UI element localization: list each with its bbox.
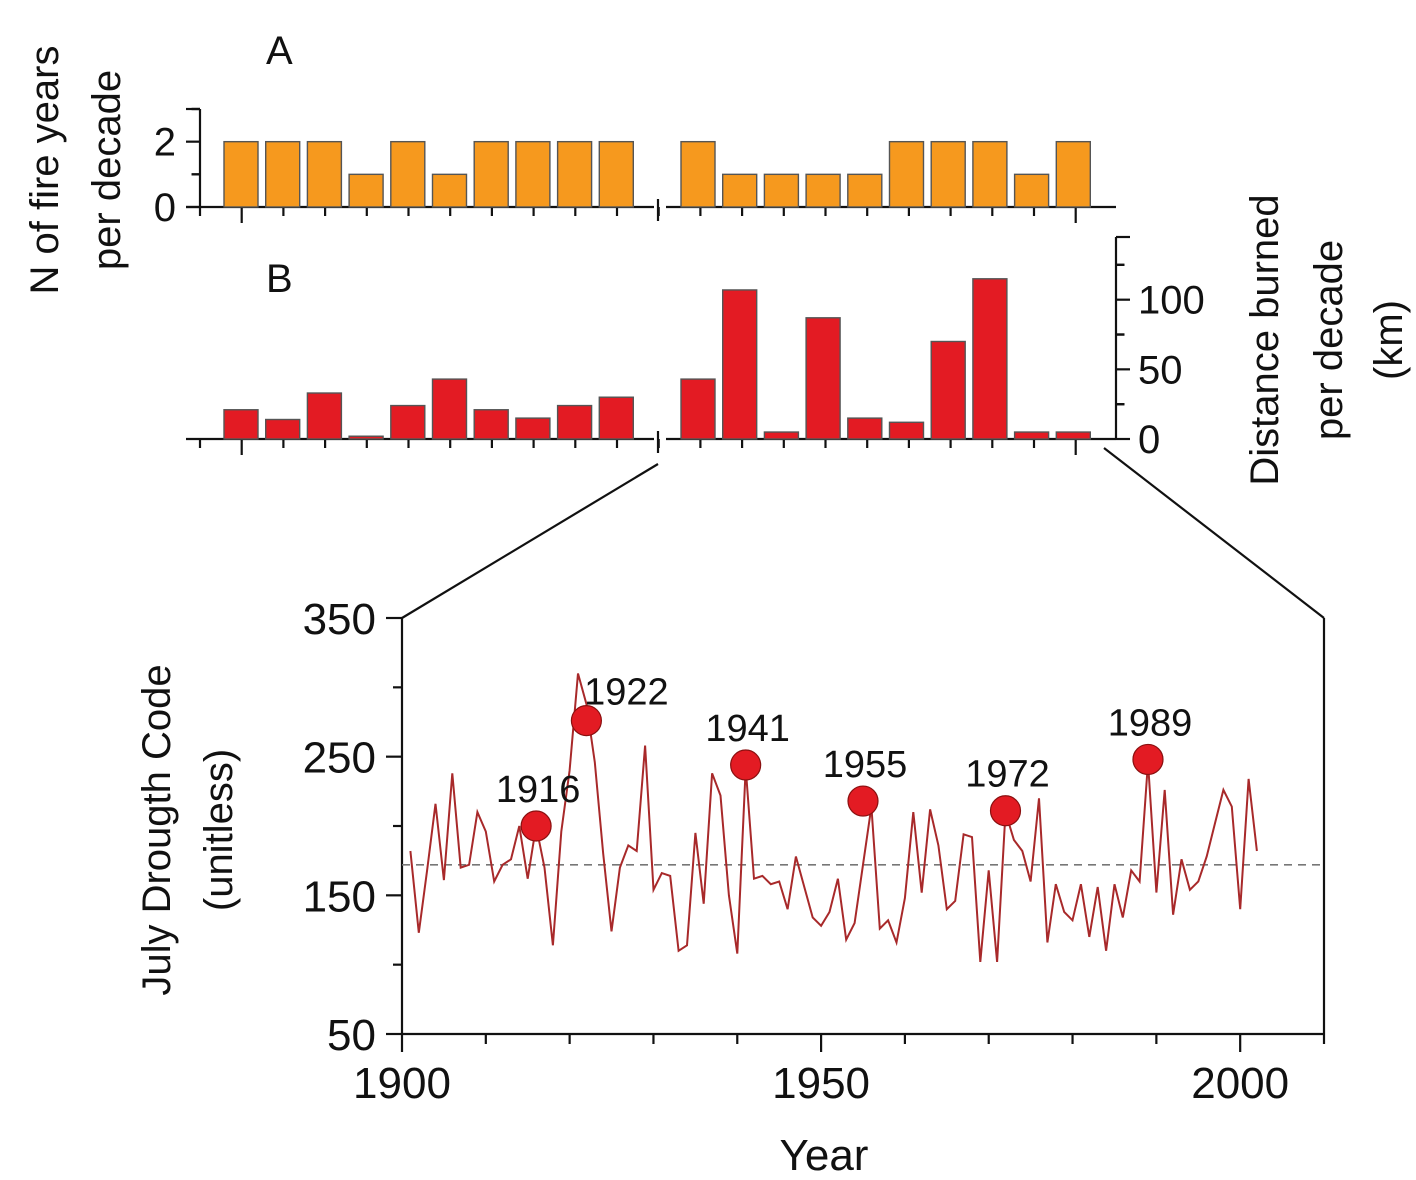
fire-year-label-1989: 1989 xyxy=(1108,702,1193,744)
fire-year-marker-1955 xyxy=(847,785,879,817)
bar-bar19 xyxy=(1013,173,1050,208)
x-tick-label: 2000 xyxy=(1191,1059,1289,1108)
bar-bar12 xyxy=(722,173,758,208)
x-tick-label: 1950 xyxy=(772,1059,870,1108)
drought-code-series-line xyxy=(409,673,1258,962)
bar-bar16 xyxy=(888,140,925,208)
panel-b-ylabel-line3: (km) xyxy=(1367,300,1411,380)
bar-bar1 xyxy=(223,409,259,440)
bar-bar6 xyxy=(431,378,468,440)
bar-bar14 xyxy=(805,317,841,440)
y-tick-label: 0 xyxy=(154,186,176,230)
fire-year-label-1922: 1922 xyxy=(584,672,669,714)
panel-b-bars xyxy=(223,278,1092,440)
panel-c-axes: 50 150 250 350 1900 1950 2000 xyxy=(303,595,1326,1108)
panel-a-bars xyxy=(223,140,1092,208)
panel-a-label: A xyxy=(266,29,293,73)
bar-bar14 xyxy=(805,173,841,208)
bar-bar1 xyxy=(223,140,259,208)
bar-bar4 xyxy=(348,435,384,440)
bar-bar5 xyxy=(390,140,426,208)
panel-b-ylabel-line2: per decade xyxy=(1307,240,1351,440)
bar-bar11 xyxy=(680,378,716,440)
x-tick-label: 1900 xyxy=(353,1059,451,1108)
bar-bar17 xyxy=(930,140,966,208)
bar-bar15 xyxy=(847,417,883,440)
fire-year-label-1916: 1916 xyxy=(496,769,581,811)
fire-year-marker-1916 xyxy=(520,810,552,842)
bar-bar5 xyxy=(390,404,426,440)
bar-bar17 xyxy=(930,340,966,440)
bar-bar7 xyxy=(473,409,509,440)
bar-bar9 xyxy=(556,404,593,440)
y-tick-label: 150 xyxy=(303,872,376,921)
bar-bar3 xyxy=(306,392,343,440)
y-tick-label: 50 xyxy=(1138,348,1183,392)
bar-bar8 xyxy=(515,140,551,208)
panel-b-ylabel-line1: Distance burned xyxy=(1243,194,1287,485)
y-tick-label: 0 xyxy=(1138,418,1160,462)
bar-bar20 xyxy=(1055,431,1092,440)
panel-a-ylabel-line2: per decade xyxy=(85,70,129,270)
panel-c-xlabel: Year xyxy=(780,1131,869,1180)
bar-bar7 xyxy=(473,140,509,208)
y-tick-label: 350 xyxy=(303,595,376,644)
bar-bar8 xyxy=(515,417,551,440)
zoom-connector-left xyxy=(401,463,659,619)
bar-bar18 xyxy=(972,278,1008,440)
fire-year-marker-1972 xyxy=(989,795,1022,827)
panel-c-plot: 1916 1922 1941 1955 1972 1989 xyxy=(402,672,1324,962)
bar-bar13 xyxy=(763,173,800,208)
bar-bar4 xyxy=(348,173,384,208)
bar-bar15 xyxy=(847,173,883,208)
panel-a: A N of fire years per decade 0 2 xyxy=(23,29,1116,294)
panel-b-label: B xyxy=(266,257,293,301)
bar-bar11 xyxy=(680,140,716,208)
bar-bar2 xyxy=(265,140,301,208)
bar-bar12 xyxy=(722,289,758,440)
fire-year-label-1941: 1941 xyxy=(705,708,790,750)
panel-c-ylabel-line1: July Drougth Code xyxy=(135,664,179,995)
y-tick-label: 100 xyxy=(1138,279,1205,323)
bar-bar19 xyxy=(1013,431,1050,440)
fire-year-label-1972: 1972 xyxy=(965,754,1050,796)
bar-bar9 xyxy=(556,140,593,208)
panel-a-ylabel-line1: N of fire years xyxy=(23,46,67,295)
bar-bar16 xyxy=(888,421,925,440)
bar-bar2 xyxy=(265,418,301,440)
bar-bar20 xyxy=(1055,140,1092,208)
y-tick-label: 250 xyxy=(303,734,376,783)
zoom-connector-right xyxy=(1103,447,1325,619)
panel-b: B Distance burned per decade (km) 0 50 100 xyxy=(186,194,1411,486)
y-tick-label: 2 xyxy=(154,121,176,165)
y-tick-label: 50 xyxy=(327,1011,376,1060)
fire-year-label-1955: 1955 xyxy=(823,744,908,786)
bar-bar6 xyxy=(431,173,468,208)
bar-bar10 xyxy=(598,140,634,208)
fire-year-marker-1941 xyxy=(730,749,762,781)
bar-bar18 xyxy=(972,140,1008,208)
panel-c-ylabel-line2: (unitless) xyxy=(197,749,241,911)
fire-year-marker-1922 xyxy=(570,705,603,737)
bar-bar10 xyxy=(598,396,634,440)
panel-c: July Drougth Code (unitless) Year 50 150 2… xyxy=(135,595,1326,1180)
fire-year-marker-1989 xyxy=(1132,743,1164,776)
bar-bar13 xyxy=(763,431,800,440)
bar-bar3 xyxy=(306,140,343,208)
